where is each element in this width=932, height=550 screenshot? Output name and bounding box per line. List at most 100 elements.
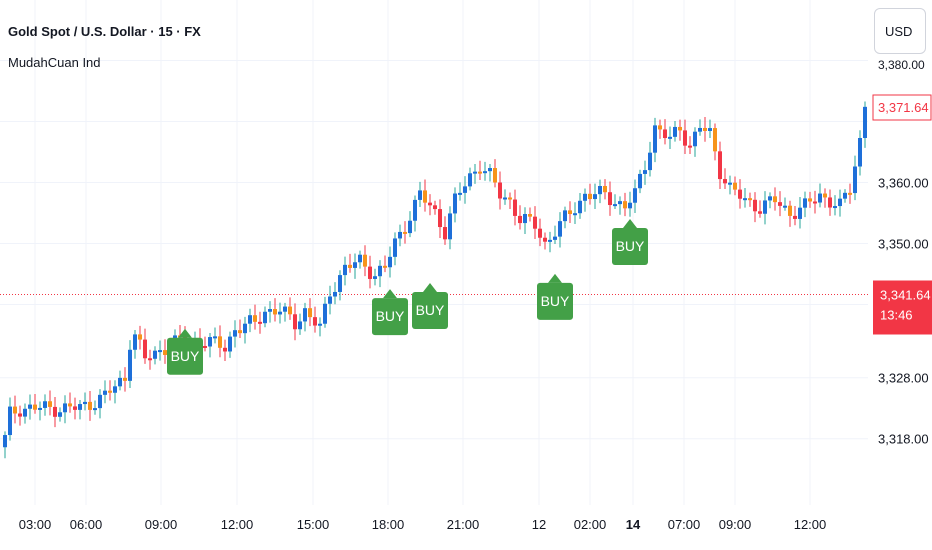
candle-body bbox=[853, 166, 857, 194]
candle-body bbox=[123, 377, 127, 381]
candle-body bbox=[108, 390, 112, 393]
buy-signal-box bbox=[167, 337, 203, 375]
candle-body bbox=[658, 125, 662, 130]
time-tick-label: 15:00 bbox=[297, 517, 330, 532]
candle-body bbox=[348, 264, 352, 268]
candle-body bbox=[83, 401, 87, 405]
candle-body bbox=[678, 126, 682, 131]
buy-signal-box bbox=[537, 282, 573, 320]
candle-body bbox=[433, 205, 437, 210]
candle-body bbox=[643, 170, 647, 174]
time-tick-label: 07:00 bbox=[668, 517, 701, 532]
candle-body bbox=[708, 128, 712, 131]
candle-body bbox=[468, 173, 472, 187]
candle-body bbox=[833, 206, 837, 209]
buy-signal-label: BUY bbox=[376, 308, 405, 324]
candle-body bbox=[723, 179, 727, 184]
candle-body bbox=[543, 237, 547, 242]
candle-body bbox=[48, 401, 52, 407]
price-axis-background bbox=[868, 0, 932, 550]
candle-body bbox=[598, 185, 602, 195]
time-tick-label: 18:00 bbox=[372, 517, 405, 532]
candle-body bbox=[73, 406, 77, 410]
candle-body bbox=[63, 403, 67, 413]
candle-body bbox=[368, 266, 372, 279]
candle-body bbox=[573, 213, 577, 216]
time-axis-background bbox=[0, 505, 932, 550]
candle-body bbox=[268, 309, 272, 312]
candle-body bbox=[248, 315, 252, 324]
candle-body bbox=[238, 330, 242, 334]
candle-body bbox=[408, 220, 412, 234]
price-tick-label: 3,380.00 bbox=[878, 58, 925, 72]
buy-signal-label: BUY bbox=[416, 302, 445, 318]
candle-body bbox=[358, 254, 362, 263]
candle-body bbox=[283, 306, 287, 312]
buy-signal-box bbox=[372, 298, 408, 336]
high-price-marker bbox=[872, 94, 932, 121]
buy-signal-pointer bbox=[623, 219, 637, 228]
candle-body bbox=[458, 192, 462, 195]
buy-signal-label: BUY bbox=[171, 348, 200, 364]
candle-body bbox=[568, 210, 572, 215]
candle-body bbox=[688, 145, 692, 148]
buy-signals: BUY BUY BUY BUY BUY bbox=[167, 219, 648, 375]
candle-body bbox=[363, 254, 367, 267]
chart-grid bbox=[0, 0, 868, 505]
price-tick-label: 3,328.00 bbox=[878, 371, 929, 386]
candle-body bbox=[133, 334, 137, 350]
candle-body bbox=[88, 401, 92, 410]
price-tick-label: 3,360.00 bbox=[878, 176, 929, 191]
candle-body bbox=[448, 213, 452, 240]
time-axis[interactable]: 03:00 06:00 09:00 12:00 15:00 18:00 21:00 12 02:… bbox=[0, 505, 932, 550]
candle-body bbox=[613, 204, 617, 207]
candle-body bbox=[623, 201, 627, 209]
candle-body bbox=[58, 412, 62, 417]
candle-body bbox=[628, 202, 632, 209]
candle-body bbox=[383, 265, 387, 268]
candle-body bbox=[18, 413, 22, 417]
candle-body bbox=[373, 276, 377, 279]
candle-body bbox=[413, 199, 417, 221]
buy-signal: BUY bbox=[412, 283, 448, 330]
buy-signal: BUY bbox=[372, 289, 408, 336]
price-axis[interactable]: 3,380.00 3,318.00 3,328.00 3,350.00 3,360.00… bbox=[868, 0, 932, 550]
candle-body bbox=[438, 209, 442, 228]
candle-body bbox=[783, 205, 787, 208]
candle-body bbox=[488, 168, 492, 172]
candle-body bbox=[838, 198, 842, 207]
candles bbox=[3, 101, 867, 459]
candle-body bbox=[323, 303, 327, 324]
candle-body bbox=[443, 227, 447, 240]
candle-body bbox=[163, 350, 167, 355]
candle-body bbox=[773, 196, 777, 203]
candle-body bbox=[313, 317, 317, 326]
buy-signal-pointer bbox=[178, 328, 192, 338]
candle-body bbox=[338, 275, 342, 292]
candle-body bbox=[653, 125, 657, 153]
candle-body bbox=[233, 330, 237, 337]
candle-body bbox=[113, 386, 117, 393]
candle-body bbox=[393, 238, 397, 257]
candle-body bbox=[388, 256, 392, 268]
currency-button[interactable]: USD bbox=[874, 8, 926, 54]
buy-signal-label: BUY bbox=[616, 238, 645, 254]
buy-signal-pointer bbox=[383, 289, 397, 299]
candle-body bbox=[243, 323, 247, 334]
candle-body bbox=[303, 308, 307, 322]
candle-body bbox=[763, 200, 767, 214]
indicator-name[interactable]: MudahCuan Ind bbox=[8, 55, 101, 70]
candle-body bbox=[618, 201, 622, 205]
candle-body bbox=[308, 308, 312, 318]
buy-signal-label: BUY bbox=[541, 293, 570, 309]
candle-body bbox=[808, 198, 812, 202]
candle-body bbox=[43, 401, 47, 408]
candle-body bbox=[298, 321, 302, 330]
candle-body bbox=[23, 408, 27, 417]
time-tick-label: 03:00 bbox=[19, 517, 52, 532]
candle-body bbox=[38, 407, 42, 410]
candle-body bbox=[713, 128, 717, 152]
candle-body bbox=[128, 349, 132, 381]
candle-body bbox=[208, 337, 212, 347]
